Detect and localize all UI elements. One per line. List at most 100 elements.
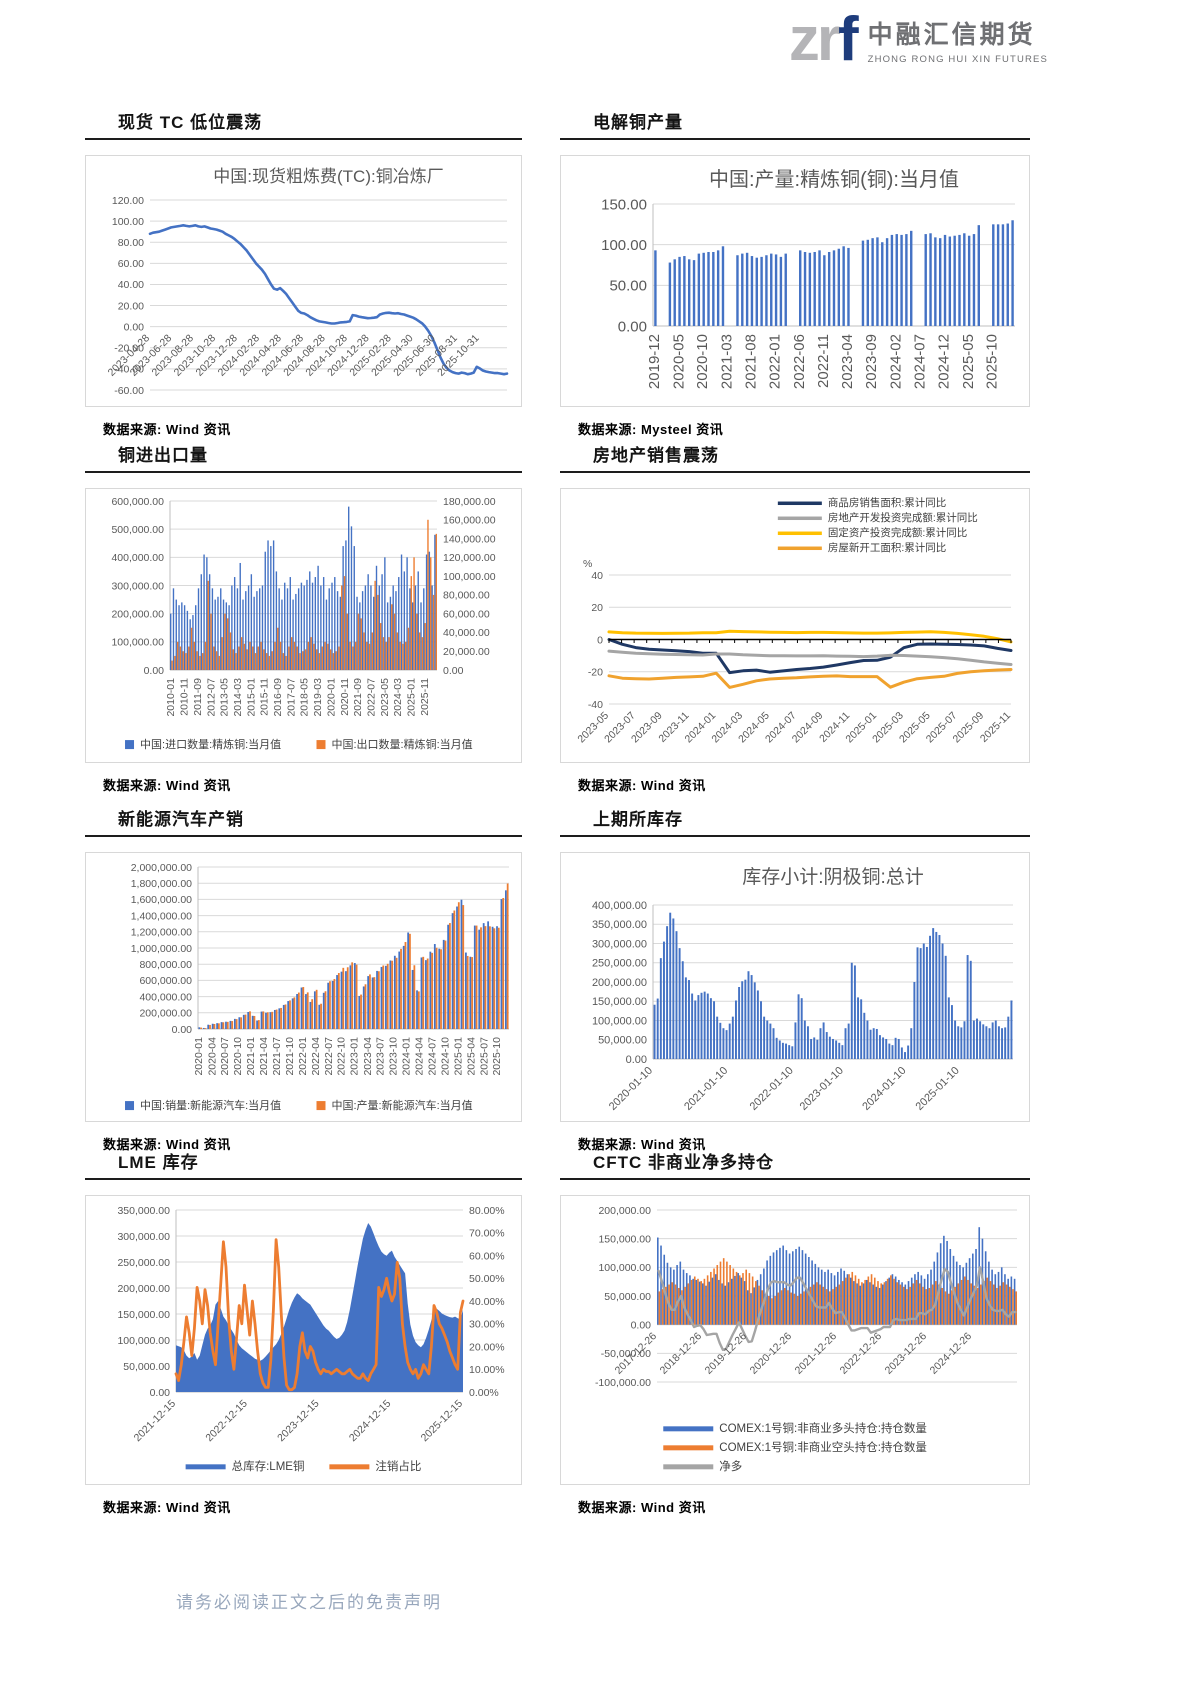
section-title: LME 库存 [85, 1148, 522, 1180]
section-real-estate: 房地产销售震荡 40 20 0 -20 -40% 2023-05 2023-07 2023-0… [560, 441, 1030, 805]
svg-text:2024-01-10: 2024-01-10 [860, 1065, 908, 1113]
svg-text:2024-07: 2024-07 [911, 334, 928, 389]
svg-text:-40: -40 [588, 699, 603, 711]
data-source: 数据来源: Wind 资讯 [103, 778, 231, 793]
svg-text:2024-01: 2024-01 [401, 1037, 413, 1076]
svg-text:2025-11: 2025-11 [419, 678, 431, 716]
svg-text:350,000.00: 350,000.00 [592, 919, 647, 931]
svg-text:80.00%: 80.00% [469, 1205, 505, 1217]
svg-text:2013-05: 2013-05 [219, 678, 231, 717]
svg-text:300,000.00: 300,000.00 [592, 938, 647, 950]
svg-text:50.00: 50.00 [609, 278, 647, 295]
svg-text:中国:出口数量:精炼铜:当月值: 中国:出口数量:精炼铜:当月值 [332, 737, 473, 751]
section-title: 上期所库存 [560, 805, 1030, 837]
svg-text:2021-01: 2021-01 [245, 1037, 257, 1076]
svg-text:20: 20 [591, 602, 603, 614]
svg-text:2019-03: 2019-03 [312, 678, 324, 717]
chart-cftc: 200,000.00 150,000.00 100,000.00 50,000.00 0… [560, 1195, 1030, 1485]
svg-text:2023-04: 2023-04 [839, 334, 856, 389]
svg-text:中国:销量:新能源汽车:当月值: 中国:销量:新能源汽车:当月值 [140, 1098, 281, 1112]
chart-copper-import-export: 600,000.00 500,000.00 400,000.00 300,000.00… [85, 488, 522, 763]
svg-text:2021-10: 2021-10 [284, 1037, 296, 1076]
svg-text:总库存:LME铜: 总库存:LME铜 [232, 1459, 305, 1473]
data-source: 数据来源: Wind 资讯 [103, 1500, 231, 1515]
svg-text:2023-07: 2023-07 [375, 1037, 387, 1076]
svg-text:2024-12-15: 2024-12-15 [347, 1398, 394, 1445]
svg-text:10.00%: 10.00% [469, 1364, 505, 1376]
section-title: CFTC 非商业净多持仓 [560, 1148, 1030, 1180]
svg-text:2021-12-15: 2021-12-15 [132, 1398, 179, 1445]
svg-text:80,000.00: 80,000.00 [443, 590, 490, 602]
svg-text:100,000.00: 100,000.00 [117, 1335, 170, 1347]
svg-text:0.00: 0.00 [618, 318, 647, 335]
svg-text:180,000.00: 180,000.00 [443, 496, 496, 508]
svg-text:房地产开发投资完成额:累计同比: 房地产开发投资完成额:累计同比 [828, 511, 978, 524]
svg-text:-20.00: -20.00 [114, 343, 144, 355]
svg-text:120.00: 120.00 [112, 195, 144, 207]
svg-text:200,000.00: 200,000.00 [117, 1283, 170, 1295]
svg-text:2022-10: 2022-10 [336, 1037, 348, 1076]
svg-text:2020-01: 2020-01 [325, 678, 337, 717]
svg-text:0.00: 0.00 [443, 665, 464, 677]
svg-text:2024-02: 2024-02 [887, 334, 904, 389]
svg-text:100,000.00: 100,000.00 [111, 637, 164, 649]
data-source: 数据来源: Wind 资讯 [103, 422, 231, 437]
svg-text:2012-07: 2012-07 [205, 678, 217, 717]
svg-text:150,000.00: 150,000.00 [598, 1233, 651, 1245]
svg-text:2015-01: 2015-01 [245, 678, 257, 717]
section-spot-tc: 现货 TC 低位震荡 120.00 100.00 80.00 60.00 40.00 20… [85, 108, 522, 441]
section-title: 新能源汽车产销 [85, 805, 522, 837]
svg-text:2021-07: 2021-07 [271, 1037, 283, 1076]
svg-text:0.00%: 0.00% [469, 1387, 499, 1399]
svg-text:2025-01: 2025-01 [452, 1037, 464, 1076]
svg-text:2025-10: 2025-10 [984, 334, 1001, 389]
section-title: 房地产销售震荡 [560, 441, 1030, 473]
svg-text:注销占比: 注销占比 [375, 1459, 421, 1473]
svg-text:净多: 净多 [719, 1459, 742, 1473]
section-title: 铜进出口量 [85, 441, 522, 473]
svg-text:60.00%: 60.00% [469, 1250, 505, 1262]
svg-text:40.00: 40.00 [118, 279, 144, 291]
svg-text:50.00%: 50.00% [469, 1273, 505, 1285]
svg-text:2022-01-10: 2022-01-10 [748, 1065, 796, 1113]
svg-text:中国:现货粗炼费(TC):铜冶炼厂: 中国:现货粗炼费(TC):铜冶炼厂 [213, 167, 443, 186]
svg-text:2024-03: 2024-03 [392, 678, 404, 717]
svg-text:2023-10: 2023-10 [388, 1037, 400, 1076]
data-source: 数据来源: Wind 资讯 [578, 1137, 706, 1152]
section-title: 电解铜产量 [560, 108, 1030, 140]
svg-text:2010-01: 2010-01 [165, 678, 177, 717]
svg-text:2022-01: 2022-01 [767, 334, 784, 389]
svg-text:100.00: 100.00 [601, 237, 647, 254]
svg-text:100,000.00: 100,000.00 [592, 1015, 647, 1027]
svg-text:中国:产量:新能源汽车:当月值: 中国:产量:新能源汽车:当月值 [332, 1098, 473, 1112]
chart-real-estate: 40 20 0 -20 -40% 2023-05 2023-07 2023-09 2023-11… [560, 488, 1030, 763]
svg-text:100,000.00: 100,000.00 [598, 1262, 651, 1274]
svg-text:2022-04: 2022-04 [310, 1037, 322, 1076]
section-nev: 新能源汽车产销 2,000,000.00 1,800,000.00 1,600,00… [85, 805, 522, 1152]
section-copper-import-export: 铜进出口量 600,000.00 500,000.00 400,000.00 300,… [85, 441, 522, 805]
svg-text:2021-03: 2021-03 [718, 334, 735, 389]
svg-text:200,000.00: 200,000.00 [139, 1008, 192, 1020]
svg-text:-60.00: -60.00 [114, 385, 144, 397]
svg-text:0.00: 0.00 [124, 321, 145, 333]
svg-text:0.00: 0.00 [144, 665, 165, 677]
svg-text:2015-11: 2015-11 [259, 678, 271, 716]
svg-text:%: % [583, 558, 592, 570]
svg-text:2022-07: 2022-07 [365, 678, 377, 717]
svg-text:2024-04: 2024-04 [413, 1037, 425, 1076]
svg-text:40: 40 [591, 570, 603, 582]
svg-text:600,000.00: 600,000.00 [139, 975, 192, 987]
svg-text:-100,000.00: -100,000.00 [595, 1377, 651, 1389]
svg-text:2023-04: 2023-04 [362, 1037, 374, 1076]
svg-text:0.00: 0.00 [150, 1387, 171, 1399]
svg-text:中国:进口数量:精炼铜:当月值: 中国:进口数量:精炼铜:当月值 [140, 737, 281, 751]
data-source: 数据来源: Wind 资讯 [103, 1137, 231, 1152]
svg-text:-40.00: -40.00 [114, 364, 144, 376]
data-source: 数据来源: Mysteel 资讯 [578, 422, 724, 437]
svg-text:2025-01-10: 2025-01-10 [914, 1065, 962, 1113]
svg-text:1,600,000.00: 1,600,000.00 [131, 894, 192, 906]
svg-text:2020-11: 2020-11 [339, 678, 351, 716]
svg-text:商品房销售面积:累计同比: 商品房销售面积:累计同比 [828, 496, 946, 509]
logo-zrf-mark: zrf [789, 9, 859, 71]
charts-grid: 现货 TC 低位震荡 120.00 100.00 80.00 60.00 40.00 20… [85, 108, 1105, 1515]
